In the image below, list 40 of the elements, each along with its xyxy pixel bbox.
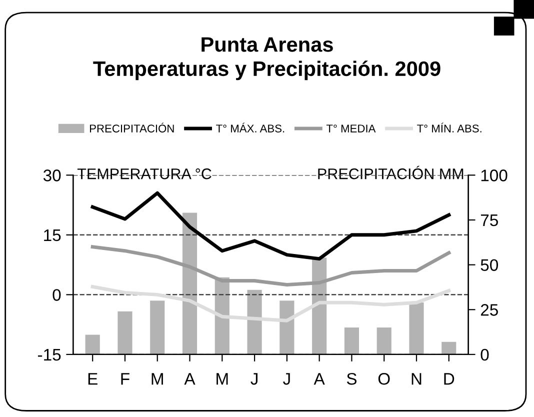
y2-axis-title: PRECIPITACIÓN MM — [318, 166, 464, 180]
bar — [409, 302, 424, 354]
bar — [247, 290, 262, 354]
x-tick-label: O — [378, 372, 390, 385]
chart-title: Punta Arenas Temperaturas y Precipitación. 2009 — [93, 37, 440, 80]
y2-tick-label: 100 — [481, 170, 508, 182]
bar — [118, 311, 132, 354]
y-tick-label: -15 — [38, 349, 61, 361]
legend-label: T° MÁX. ABS. — [216, 122, 284, 132]
x-tick-label: M — [152, 373, 163, 385]
x-tick-label: J — [250, 373, 258, 385]
y-tick-label: 15 — [44, 229, 61, 242]
x-tick-label: A — [184, 373, 196, 385]
line-series — [90, 284, 451, 322]
x-tick-label: J — [283, 373, 290, 385]
x-tick-label: D — [444, 373, 454, 385]
legend-label: T° MÍN. ABS. — [417, 122, 482, 132]
y2-tick-label: 0 — [480, 348, 489, 361]
bar — [280, 300, 294, 354]
line-series — [90, 245, 451, 286]
bar — [344, 328, 359, 354]
y2-tick-label: 50 — [480, 259, 498, 271]
x-tick-label: F — [121, 373, 130, 385]
y-axis-title: TEMPERATURA °C — [77, 168, 212, 180]
y-tick-label: 0 — [52, 289, 61, 301]
bar — [376, 328, 392, 354]
legend-label: T° MEDIA — [326, 124, 376, 132]
x-tick-label: S — [346, 372, 357, 385]
x-tick-label: A — [314, 373, 325, 385]
line-series — [90, 191, 451, 261]
x-tick-label: N — [412, 373, 422, 385]
x-tick-label: M — [216, 373, 228, 385]
bar — [150, 300, 165, 354]
bar — [85, 334, 100, 354]
bar — [442, 342, 456, 354]
y-tick-label: 30 — [43, 170, 61, 182]
y2-tick-label: 25 — [480, 304, 498, 316]
legend-label: PRECIPITACIÓN — [90, 122, 174, 132]
x-tick-label: E — [88, 373, 98, 385]
y2-tick-label: 75 — [480, 214, 498, 226]
